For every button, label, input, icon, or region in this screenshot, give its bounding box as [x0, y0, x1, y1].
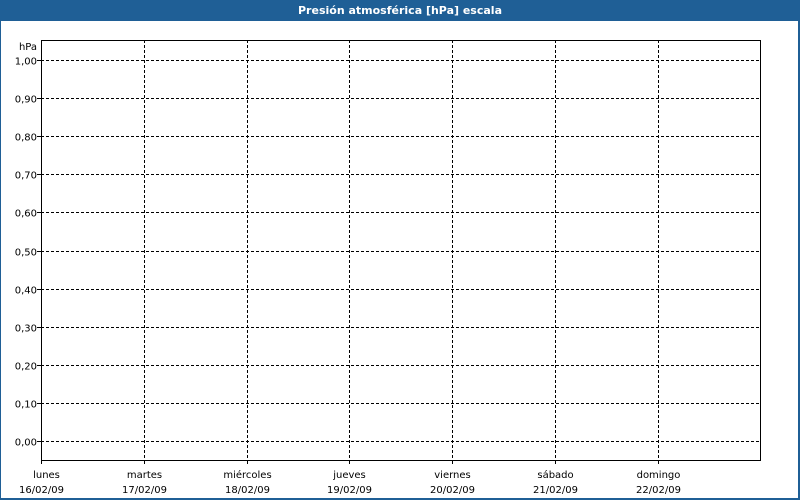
y-tick-label: 0,50 — [15, 248, 37, 259]
y-axis-label: hPa — [19, 42, 37, 53]
x-tick-label-day: domingo — [637, 470, 681, 481]
x-tick-label-date: 16/02/09 — [19, 485, 64, 496]
y-tick-label: 0,80 — [15, 133, 37, 144]
plot-frame — [41, 40, 761, 461]
x-tick-label-day: sábado — [537, 469, 573, 481]
y-tick-label: 0,70 — [15, 171, 37, 182]
chart-panel — [1, 21, 798, 498]
x-tick-label-day: lunes — [33, 470, 60, 481]
x-tick-label-date: 17/02/09 — [122, 485, 167, 496]
y-tick-label: 0,60 — [15, 209, 37, 220]
y-tick-label: 0,00 — [15, 438, 37, 449]
x-tick-label-day: viernes — [434, 470, 470, 481]
x-tick-label-day: miércoles — [223, 469, 271, 481]
y-tick-label: 0,90 — [15, 95, 37, 106]
x-tick-label-date: 20/02/09 — [430, 485, 475, 496]
x-tick-label-date: 21/02/09 — [533, 485, 578, 496]
x-tick-label-date: 19/02/09 — [327, 485, 372, 496]
x-tick-label-date: 22/02/09 — [636, 485, 681, 496]
y-tick-label: 0,20 — [15, 362, 37, 373]
y-tick-label: 1,00 — [15, 57, 37, 68]
x-tick-label-day: martes — [127, 470, 162, 481]
y-tick-label: 0,40 — [15, 286, 37, 297]
y-tick-label: 0,10 — [15, 400, 37, 411]
y-tick-label: 0,30 — [15, 324, 37, 335]
x-tick-label-date: 18/02/09 — [225, 485, 270, 496]
window-title: Presión atmosférica [hPa] escala — [0, 0, 800, 21]
x-tick-label-day: jueves — [332, 470, 366, 481]
